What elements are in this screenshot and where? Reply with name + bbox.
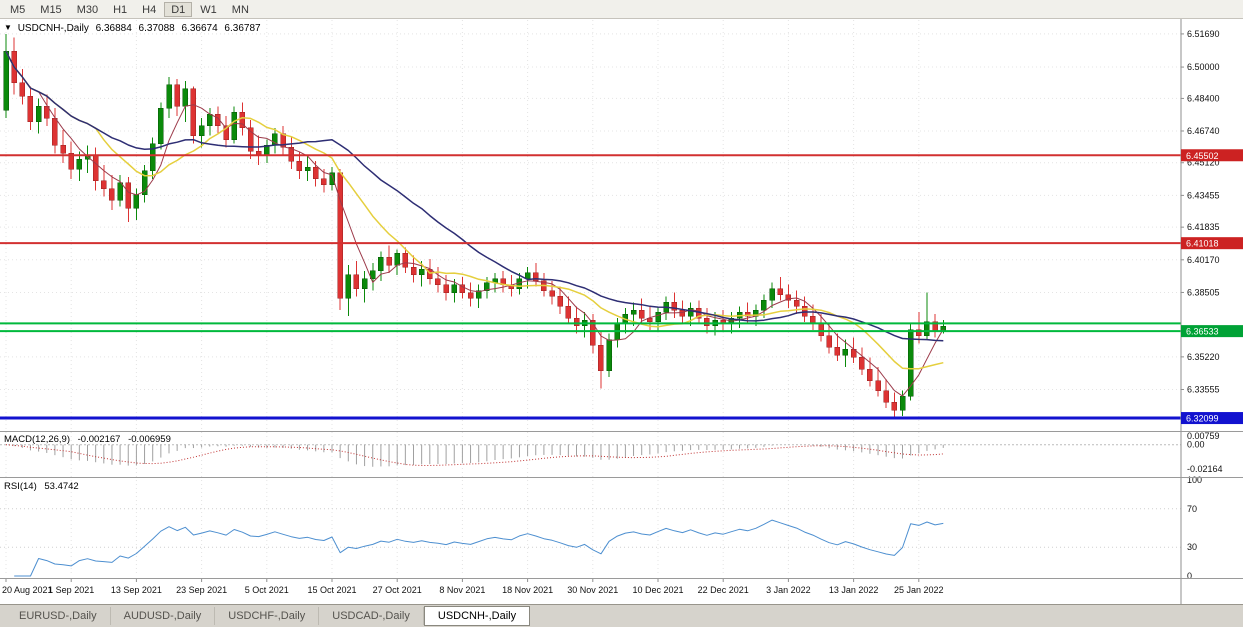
- svg-text:6.45502: 6.45502: [1186, 151, 1219, 161]
- ohlc-high-value: 6.37088: [138, 23, 175, 34]
- svg-text:6.35220: 6.35220: [1187, 352, 1220, 362]
- svg-text:100: 100: [1187, 475, 1202, 485]
- timeframe-button-d1[interactable]: D1: [164, 1, 193, 17]
- timeframe-button-m5[interactable]: M5: [3, 2, 32, 17]
- hlines-layer: [0, 154, 1181, 420]
- svg-text:0.00: 0.00: [1187, 440, 1205, 450]
- svg-text:30: 30: [1187, 542, 1197, 552]
- chart-header: ▼ USDCNH-,Daily 6.36884 6.37088 6.36674 …: [4, 23, 265, 34]
- rsi-current-value: 53.4742: [44, 481, 79, 492]
- timeframe-button-h1[interactable]: H1: [106, 2, 134, 17]
- macd-indicator-label: MACD(12,26,9) -0.002167 -0.006959: [4, 434, 176, 445]
- ohlc-low-value: 6.36674: [181, 23, 218, 34]
- timeframe-button-m15[interactable]: M15: [33, 2, 68, 17]
- chart-tab-eurusd[interactable]: EURUSD-,Daily: [6, 607, 111, 625]
- svg-text:-0.02164: -0.02164: [1187, 464, 1223, 474]
- svg-text:8 Nov 2021: 8 Nov 2021: [439, 585, 485, 595]
- chart-background: [0, 19, 1243, 604]
- timeframe-button-mn[interactable]: MN: [225, 2, 256, 17]
- ohlc-open-value: 6.36884: [95, 23, 132, 34]
- timeframe-button-h4[interactable]: H4: [135, 2, 163, 17]
- svg-text:6.40170: 6.40170: [1187, 255, 1220, 265]
- svg-text:3 Jan 2022: 3 Jan 2022: [766, 585, 811, 595]
- rsi-indicator-label: RSI(14) 53.4742: [4, 481, 84, 492]
- svg-text:22 Dec 2021: 22 Dec 2021: [698, 585, 749, 595]
- svg-text:10 Dec 2021: 10 Dec 2021: [632, 585, 683, 595]
- svg-text:6.41835: 6.41835: [1187, 222, 1220, 232]
- svg-text:6.32099: 6.32099: [1186, 414, 1219, 424]
- timeframe-button-m30[interactable]: M30: [70, 2, 105, 17]
- chart-symbol-label: USDCNH-,Daily: [17, 23, 89, 34]
- chart-tab-usdcad[interactable]: USDCAD-,Daily: [319, 607, 424, 625]
- svg-text:25 Jan 2022: 25 Jan 2022: [894, 585, 944, 595]
- macd-main-value: -0.002167: [77, 434, 121, 445]
- svg-text:0: 0: [1187, 571, 1192, 581]
- chart-tab-bar: EURUSD-,Daily AUDUSD-,Daily USDCHF-,Daily U…: [0, 604, 1243, 627]
- svg-text:6.33555: 6.33555: [1187, 385, 1220, 395]
- svg-text:6.50000: 6.50000: [1187, 62, 1220, 72]
- chart-tab-audusd[interactable]: AUDUSD-,Daily: [111, 607, 216, 625]
- timeframe-button-w1[interactable]: W1: [193, 2, 224, 17]
- svg-text:6.46740: 6.46740: [1187, 126, 1220, 136]
- svg-text:6.38505: 6.38505: [1187, 287, 1220, 297]
- svg-text:70: 70: [1187, 504, 1197, 514]
- svg-text:20 Aug 2021: 20 Aug 2021: [2, 585, 53, 595]
- macd-layer: [0, 444, 1181, 467]
- grid-layer: [0, 20, 1181, 576]
- chart-tab-usdcnh[interactable]: USDCNH-,Daily: [423, 606, 531, 626]
- timeframe-toolbar: M5 M15 M30 H1 H4 D1 W1 MN: [0, 0, 1243, 19]
- moving-averages-layer: [5, 51, 944, 397]
- svg-text:6.51690: 6.51690: [1187, 29, 1220, 39]
- svg-text:13 Sep 2021: 13 Sep 2021: [111, 585, 162, 595]
- svg-text:6.41018: 6.41018: [1186, 239, 1219, 249]
- svg-text:18 Nov 2021: 18 Nov 2021: [502, 585, 553, 595]
- svg-text:30 Nov 2021: 30 Nov 2021: [567, 585, 618, 595]
- svg-text:0.00759: 0.00759: [1187, 431, 1220, 441]
- rsi-name: RSI(14): [4, 481, 37, 492]
- rsi-layer: [0, 508, 1181, 577]
- svg-text:15 Oct 2021: 15 Oct 2021: [307, 585, 356, 595]
- panel-separators: [0, 431, 1243, 579]
- svg-text:5 Oct 2021: 5 Oct 2021: [245, 585, 289, 595]
- ohlc-close-value: 6.36787: [224, 23, 261, 34]
- svg-text:27 Oct 2021: 27 Oct 2021: [373, 585, 422, 595]
- collapse-icon[interactable]: ▼: [4, 23, 12, 32]
- macd-name: MACD(12,26,9): [4, 434, 70, 445]
- svg-text:6.36533: 6.36533: [1186, 327, 1219, 337]
- macd-signal-value: -0.006959: [128, 434, 171, 445]
- svg-text:6.45120: 6.45120: [1187, 158, 1220, 168]
- svg-text:1 Sep 2021: 1 Sep 2021: [48, 585, 94, 595]
- chart-tab-usdchf[interactable]: USDCHF-,Daily: [215, 607, 320, 625]
- svg-text:6.48400: 6.48400: [1187, 93, 1220, 103]
- price-axis: 6.51690 6.50000 6.48400 6.46740 6.45120 6.434…: [1180, 19, 1243, 604]
- svg-text:13 Jan 2022: 13 Jan 2022: [829, 585, 879, 595]
- svg-text:23 Sep 2021: 23 Sep 2021: [176, 585, 227, 595]
- svg-text:6.43455: 6.43455: [1187, 190, 1220, 200]
